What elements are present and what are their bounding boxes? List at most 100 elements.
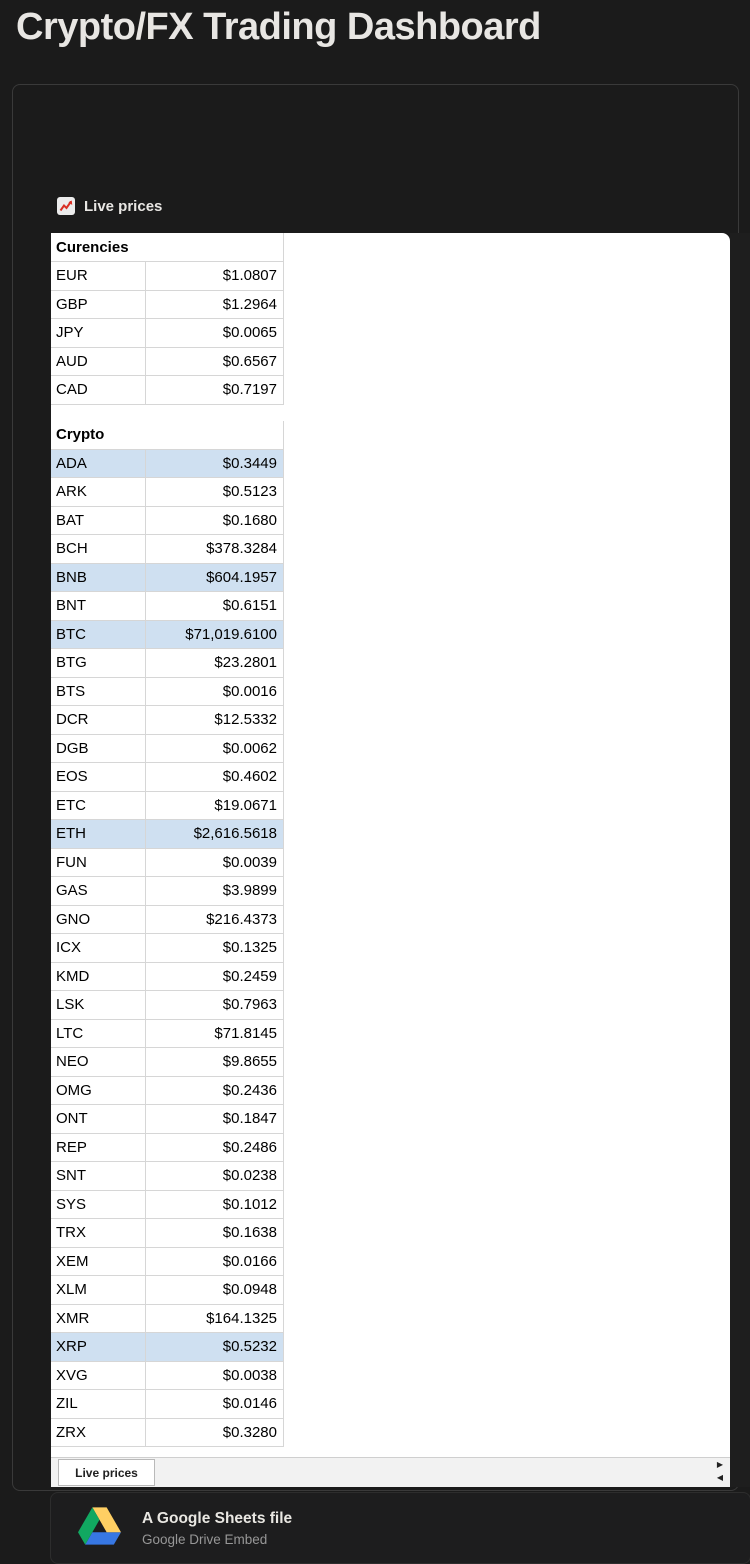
- symbol-cell[interactable]: DGB: [51, 734, 146, 762]
- price-cell[interactable]: $0.1847: [146, 1105, 284, 1133]
- symbol-cell[interactable]: EOS: [51, 763, 146, 791]
- scroll-left-icon[interactable]: ◀: [716, 1473, 723, 1482]
- price-cell[interactable]: $0.0065: [146, 319, 284, 347]
- symbol-cell[interactable]: XRP: [51, 1333, 146, 1361]
- price-cell[interactable]: $0.0238: [146, 1162, 284, 1190]
- price-cell[interactable]: $0.1012: [146, 1190, 284, 1218]
- tab-live-prices[interactable]: Live prices: [58, 1459, 155, 1486]
- price-cell[interactable]: $12.5332: [146, 706, 284, 734]
- symbol-cell[interactable]: AUD: [51, 347, 146, 375]
- google-drive-footer[interactable]: A Google Sheets file Google Drive Embed: [50, 1492, 750, 1564]
- symbol-cell[interactable]: BTG: [51, 649, 146, 677]
- symbol-cell[interactable]: ZIL: [51, 1390, 146, 1418]
- price-cell[interactable]: $378.3284: [146, 535, 284, 563]
- section-header-cell[interactable]: Crypto: [51, 420, 284, 449]
- section-header-row: Curencies: [51, 233, 284, 262]
- symbol-cell[interactable]: ADA: [51, 449, 146, 477]
- sheet-row-ONT: ONT $0.1847: [51, 1105, 284, 1134]
- price-cell[interactable]: $0.5232: [146, 1333, 284, 1361]
- symbol-cell[interactable]: TRX: [51, 1219, 146, 1247]
- price-cell[interactable]: $3.9899: [146, 877, 284, 905]
- price-cell[interactable]: $604.1957: [146, 563, 284, 591]
- sheet-row-DCR: DCR $12.5332: [51, 706, 284, 735]
- symbol-cell[interactable]: BTS: [51, 677, 146, 705]
- price-cell[interactable]: $0.7197: [146, 376, 284, 404]
- sheet-row-ARK: ARK $0.5123: [51, 478, 284, 507]
- symbol-cell[interactable]: LSK: [51, 991, 146, 1019]
- price-cell[interactable]: $0.5123: [146, 478, 284, 506]
- price-cell[interactable]: $2,616.5618: [146, 820, 284, 848]
- symbol-cell[interactable]: JPY: [51, 319, 146, 347]
- price-cell[interactable]: $0.0038: [146, 1361, 284, 1389]
- price-cell[interactable]: $0.0948: [146, 1276, 284, 1304]
- scroll-right-icon[interactable]: ▶: [716, 1460, 723, 1469]
- dashboard-panel: Live prices Curencies EUR $1.0807 GBP $1.296…: [12, 84, 750, 1564]
- sheet-row-KMD: KMD $0.2459: [51, 962, 284, 991]
- price-cell[interactable]: $9.8655: [146, 1048, 284, 1076]
- price-cell[interactable]: $0.1638: [146, 1219, 284, 1247]
- price-cell[interactable]: $71.8145: [146, 1019, 284, 1047]
- symbol-cell[interactable]: SYS: [51, 1190, 146, 1218]
- price-cell[interactable]: $0.0166: [146, 1247, 284, 1275]
- price-cell[interactable]: $0.2486: [146, 1133, 284, 1161]
- symbol-cell[interactable]: NEO: [51, 1048, 146, 1076]
- price-cell[interactable]: $216.4373: [146, 905, 284, 933]
- symbol-cell[interactable]: ICX: [51, 934, 146, 962]
- symbol-cell[interactable]: GAS: [51, 877, 146, 905]
- price-cell[interactable]: $1.2964: [146, 290, 284, 318]
- symbol-cell[interactable]: BCH: [51, 535, 146, 563]
- chart-increasing-icon: [57, 197, 75, 215]
- sheet-row-XVG: XVG $0.0038: [51, 1361, 284, 1390]
- symbol-cell[interactable]: ZRX: [51, 1418, 146, 1446]
- symbol-cell[interactable]: CAD: [51, 376, 146, 404]
- symbol-cell[interactable]: REP: [51, 1133, 146, 1161]
- price-cell[interactable]: $71,019.6100: [146, 620, 284, 648]
- symbol-cell[interactable]: ETC: [51, 791, 146, 819]
- price-cell[interactable]: $0.2436: [146, 1076, 284, 1104]
- price-cell[interactable]: $23.2801: [146, 649, 284, 677]
- price-cell[interactable]: $0.3280: [146, 1418, 284, 1446]
- price-cell[interactable]: $0.7963: [146, 991, 284, 1019]
- price-cell[interactable]: $0.0016: [146, 677, 284, 705]
- sheet-row-EUR: EUR $1.0807: [51, 262, 284, 291]
- symbol-cell[interactable]: BNT: [51, 592, 146, 620]
- symbol-cell[interactable]: LTC: [51, 1019, 146, 1047]
- symbol-cell[interactable]: BAT: [51, 506, 146, 534]
- price-cell[interactable]: $0.0062: [146, 734, 284, 762]
- price-cell[interactable]: $0.1680: [146, 506, 284, 534]
- price-cell[interactable]: $164.1325: [146, 1304, 284, 1332]
- symbol-cell[interactable]: XVG: [51, 1361, 146, 1389]
- price-cell[interactable]: $0.6151: [146, 592, 284, 620]
- sheet-row-GNO: GNO $216.4373: [51, 905, 284, 934]
- symbol-cell[interactable]: XEM: [51, 1247, 146, 1275]
- price-cell[interactable]: $0.0039: [146, 848, 284, 876]
- symbol-cell[interactable]: XMR: [51, 1304, 146, 1332]
- symbol-cell[interactable]: KMD: [51, 962, 146, 990]
- price-cell[interactable]: $0.0146: [146, 1390, 284, 1418]
- symbol-cell[interactable]: XLM: [51, 1276, 146, 1304]
- vertical-scrollbar[interactable]: [730, 233, 750, 1487]
- price-cell[interactable]: $1.0807: [146, 262, 284, 290]
- symbol-cell[interactable]: OMG: [51, 1076, 146, 1104]
- price-cell[interactable]: $0.3449: [146, 449, 284, 477]
- price-cell[interactable]: $19.0671: [146, 791, 284, 819]
- symbol-cell[interactable]: BTC: [51, 620, 146, 648]
- symbol-cell[interactable]: GBP: [51, 290, 146, 318]
- price-cell[interactable]: $0.1325: [146, 934, 284, 962]
- symbol-cell[interactable]: FUN: [51, 848, 146, 876]
- sheet-row-DGB: DGB $0.0062: [51, 734, 284, 763]
- symbol-cell[interactable]: ONT: [51, 1105, 146, 1133]
- symbol-cell[interactable]: ETH: [51, 820, 146, 848]
- symbol-cell[interactable]: GNO: [51, 905, 146, 933]
- symbol-cell[interactable]: ARK: [51, 478, 146, 506]
- price-cell[interactable]: $0.6567: [146, 347, 284, 375]
- symbol-cell[interactable]: SNT: [51, 1162, 146, 1190]
- sheet-row-XMR: XMR $164.1325: [51, 1304, 284, 1333]
- price-cell[interactable]: $0.4602: [146, 763, 284, 791]
- section-header-cell[interactable]: Curencies: [51, 233, 284, 261]
- symbol-cell[interactable]: DCR: [51, 706, 146, 734]
- symbol-cell[interactable]: BNB: [51, 563, 146, 591]
- price-cell[interactable]: $0.2459: [146, 962, 284, 990]
- sheet-row-ADA: ADA $0.3449: [51, 449, 284, 478]
- symbol-cell[interactable]: EUR: [51, 262, 146, 290]
